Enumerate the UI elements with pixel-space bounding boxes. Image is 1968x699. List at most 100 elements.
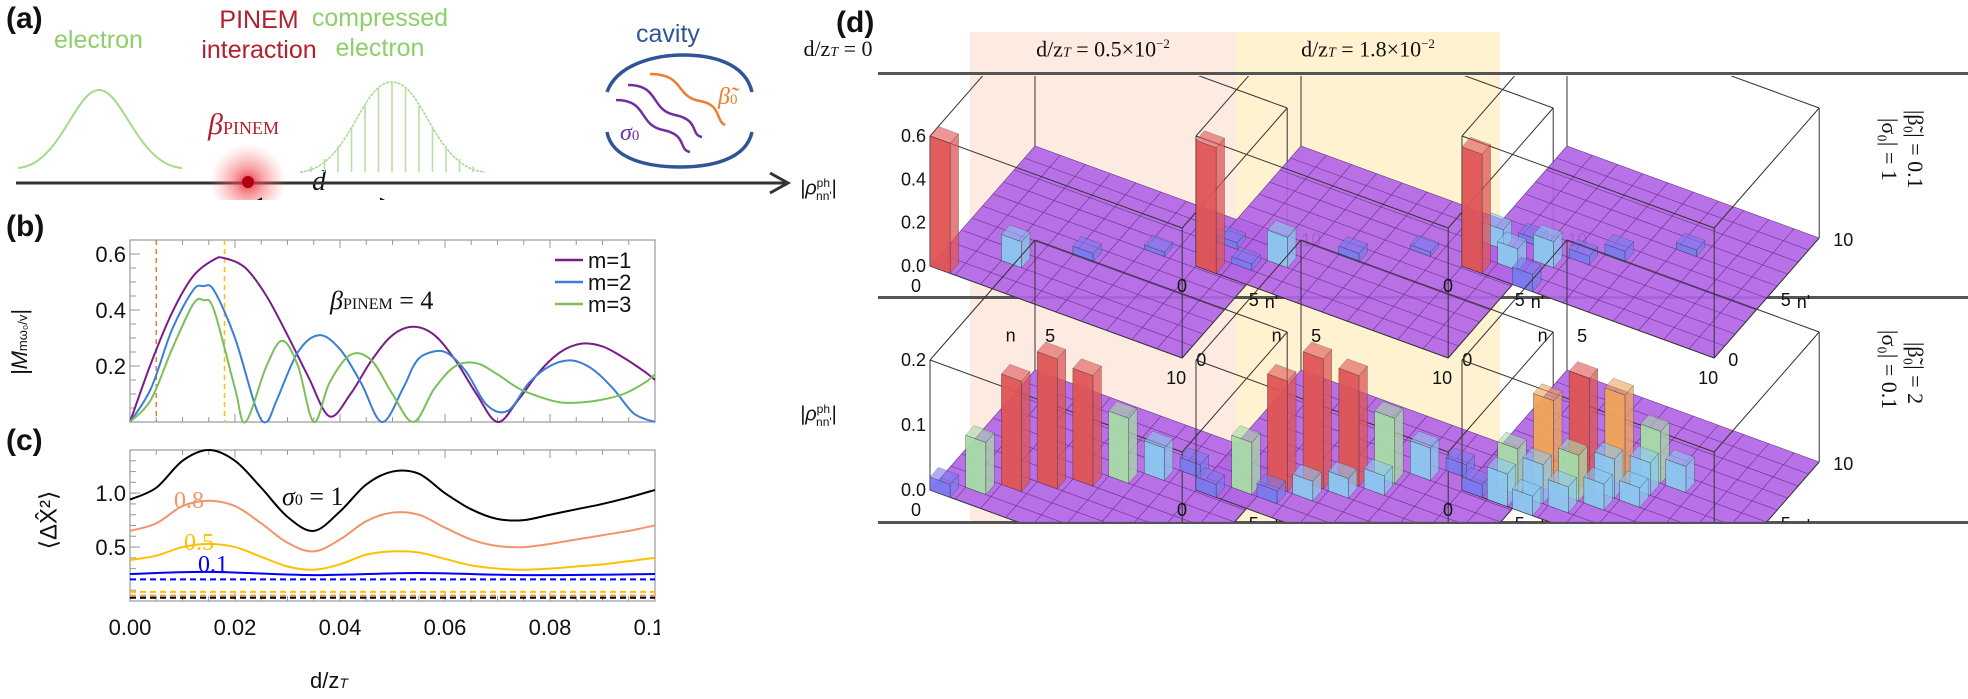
table-bottom-rule: [878, 521, 1968, 524]
nprime-axis-label: n': [1265, 292, 1278, 312]
bar-top-face: [1143, 430, 1174, 449]
bar-front-face: [1231, 434, 1253, 495]
compressed-label: compressed: [311, 4, 449, 32]
nprime-axis-label: n': [1797, 516, 1810, 522]
bar-top-face: [1604, 234, 1634, 252]
grid-line: [982, 205, 1235, 299]
bar: [1583, 466, 1613, 511]
grid-line: [1556, 381, 1809, 475]
grid-line: [992, 193, 1246, 287]
bar: [1256, 473, 1286, 505]
n-axis-label: n: [1006, 326, 1016, 346]
bar-side-face: [949, 133, 959, 274]
bar-top-face: [1001, 364, 1031, 382]
compressed-electron-label: electron: [335, 34, 425, 62]
bar: [1302, 341, 1333, 490]
bar-top-face: [1604, 377, 1634, 396]
sigma0-annotation: σ0 = 1: [282, 482, 344, 512]
beta-subscript: PINEM: [222, 118, 279, 138]
col2-tail: = 0.5×10: [1070, 36, 1157, 62]
grid-line: [1347, 201, 1453, 322]
bar-top-face: [1486, 456, 1517, 475]
sigma0-label: σ0: [620, 120, 639, 147]
row1-zlabel: |ρphnn'|: [800, 176, 837, 203]
bar-top-face: [1143, 235, 1174, 253]
beta0-wave: [649, 72, 726, 127]
bar: [1072, 236, 1102, 263]
column-header-2: d/zT = 0.5×10−2: [970, 36, 1236, 62]
row2-beta0-label: |β̃₀| = 2: [1903, 342, 1928, 405]
chart-d: 0 0 5 5 10 10 n n' 0.0 0.2 0.4 0.6 0 0 5 5 10 10 n n' 0 0 5 5 10…: [901, 76, 1853, 522]
nprime-tick-label: 5: [1249, 290, 1259, 310]
z-tick-label: 0.4: [901, 169, 926, 189]
box-edge: [1713, 107, 1820, 229]
z-end: |: [831, 403, 837, 426]
compressed-electron-wavepacket: [299, 81, 486, 173]
grid-line: [1258, 193, 1512, 287]
bar: [1292, 464, 1322, 502]
bar-top-face: [929, 467, 959, 485]
nprime-tick-label: 5: [1781, 514, 1791, 522]
bar-top-face: [1583, 466, 1613, 485]
box-edge: [1034, 239, 1288, 333]
sigma-main: σ: [282, 482, 295, 511]
box-edge: [1730, 76, 1820, 109]
z-end: |: [831, 177, 837, 200]
grid-line: [1545, 169, 1799, 263]
bar: [1072, 358, 1102, 487]
sigma-wave-1: [627, 83, 703, 139]
box-edge: [1195, 239, 1302, 361]
bar: [1619, 470, 1649, 508]
y-tick-label: 0.6: [95, 242, 126, 267]
bar-front-face: [929, 135, 951, 274]
sigma-sub: 0: [294, 492, 303, 509]
bar-top-face: [1568, 361, 1599, 379]
n-tick-label: 10: [1432, 368, 1452, 388]
bar: [1512, 479, 1542, 517]
bar: [1604, 234, 1634, 263]
bar-side-face: [1481, 144, 1491, 274]
n-tick-label: 0: [1177, 500, 1187, 520]
cavity-label: cavity: [636, 20, 700, 48]
grid-line: [1733, 452, 1795, 522]
bar-side-face: [1128, 408, 1138, 484]
bar: [1328, 461, 1358, 499]
bar-front-face: [1072, 368, 1094, 487]
bar-top-face: [1328, 461, 1358, 479]
series-line-m3: [129, 297, 656, 424]
z-tick-label: 0.6: [901, 126, 926, 146]
series-line--0-1: [129, 448, 656, 532]
bar: [1267, 364, 1297, 493]
chart-c: 0.000.020.040.060.080.100.51.0: [95, 448, 660, 640]
nprime-tick-label: 5: [1515, 290, 1525, 310]
bar-top-face: [1267, 364, 1297, 382]
z-sup: ph: [816, 402, 831, 416]
grid-line: [1081, 201, 1187, 322]
box-edge: [1461, 239, 1568, 361]
bar-plot-r1-c3: 0 0 5 5 10 10 n n': [1443, 76, 1853, 388]
bar-top-face: [1594, 441, 1624, 460]
electron-label: electron: [54, 26, 143, 54]
beta-symbol: β: [208, 108, 223, 141]
annotation-0-5: 0.5: [184, 530, 214, 556]
nprime-tick-label: 5: [1515, 514, 1525, 522]
box-edge: [1713, 331, 1820, 453]
x-tick-label: 0.00: [109, 615, 152, 640]
box-edge: [1195, 76, 1250, 137]
z-tick-label: 0.1: [901, 415, 926, 435]
bar-top-face: [1665, 449, 1695, 467]
annotation-beta: β: [330, 286, 343, 315]
bar: [1001, 364, 1031, 493]
y-tick-label: 0.2: [95, 354, 126, 379]
bar-side-face: [1021, 371, 1031, 493]
electron-wavepacket: [17, 88, 183, 169]
row1-sigma0-label: |σ₀| = 1: [1877, 118, 1902, 181]
bar-top-face: [1461, 136, 1491, 155]
z-main: |ρ: [800, 177, 817, 200]
grid-line: [1699, 443, 1769, 522]
box-edge: [1195, 489, 1286, 522]
bar-top-face: [1231, 246, 1261, 265]
bar-top-face: [1522, 447, 1552, 465]
column-header-1: d/zT = 0: [706, 36, 970, 62]
bar: [1036, 341, 1067, 490]
